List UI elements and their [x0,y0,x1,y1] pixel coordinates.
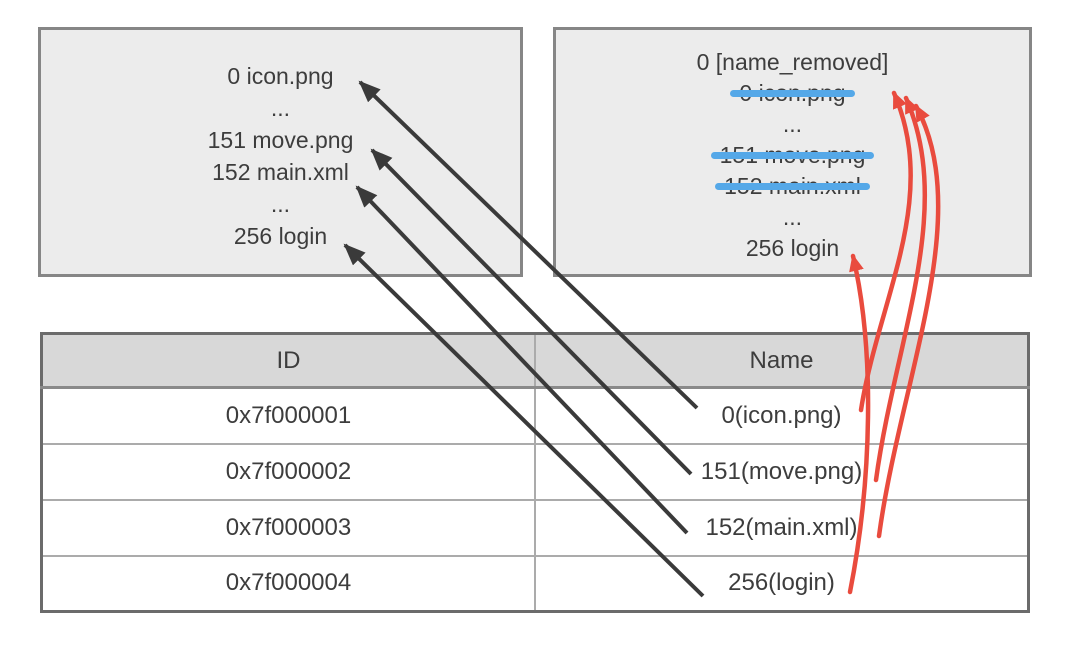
resource-entry-text: 0 icon.png [227,63,334,89]
resource-entry: ... [41,92,520,124]
resource-entry: 151 move.png [41,124,520,156]
table-row: 0x7f000002 151(move.png) [40,442,1030,501]
table-header-row: ID Name [40,332,1030,389]
resource-entry-text: ... [782,111,803,137]
resource-entry-text: 256 login [233,223,328,249]
resource-entry: 256 login [41,220,520,252]
cell-id: 0x7f000002 [40,442,536,501]
resource-id-table: ID Name 0x7f000001 0(icon.png) 0x7f000002 1… [40,332,1030,613]
resource-entry-text: 151 move.png [207,127,354,153]
resource-entry-text: ... [270,191,291,217]
table-row: 0x7f000003 152(main.xml) [40,498,1030,557]
resource-entry: 256 login [556,233,1029,264]
obfuscated-resource-list-box: 0 [name_removed] 0 icon.png... 151 move.pn… [553,27,1032,277]
resource-entry: 0 [name_removed] [556,47,1029,78]
cell-id: 0x7f000004 [40,554,536,613]
original-resource-list-box: 0 icon.png... 151 move.png 152 main.xml...… [38,27,523,277]
resource-entry: 151 move.png [556,140,1029,171]
resource-entry-text: 256 login [745,235,840,261]
cell-name: 256(login) [534,554,1030,613]
table-row: 0x7f000004 256(login) [40,554,1030,613]
cell-name: 0(icon.png) [534,386,1030,445]
resource-entry: ... [41,188,520,220]
resource-entry-text-struck: 0 icon.png [730,78,855,109]
resource-entry-text: ... [270,95,291,121]
cell-id: 0x7f000001 [40,386,536,445]
resource-entry: 0 icon.png [556,78,1029,109]
cell-id: 0x7f000003 [40,498,536,557]
resource-entry: ... [556,109,1029,140]
resource-entry: 152 main.xml [556,171,1029,202]
column-header-name: Name [534,332,1030,389]
column-header-id: ID [40,332,536,389]
resource-entry-text: ... [782,204,803,230]
resource-entry: 0 icon.png [41,60,520,92]
resource-entry-text: 0 [name_removed] [696,49,889,75]
resource-id-table-body: 0x7f000001 0(icon.png) 0x7f000002 151(move.… [40,386,1030,613]
resource-entry-text-struck: 152 main.xml [715,171,870,202]
table-row: 0x7f000001 0(icon.png) [40,386,1030,445]
resource-entry: ... [556,202,1029,233]
resource-entry: 152 main.xml [41,156,520,188]
resource-entry-text: 152 main.xml [212,159,349,185]
cell-name: 151(move.png) [534,442,1030,501]
resource-id-table-head: ID Name [40,332,1030,389]
resource-entry-text-struck: 151 move.png [710,140,875,171]
cell-name: 152(main.xml) [534,498,1030,557]
